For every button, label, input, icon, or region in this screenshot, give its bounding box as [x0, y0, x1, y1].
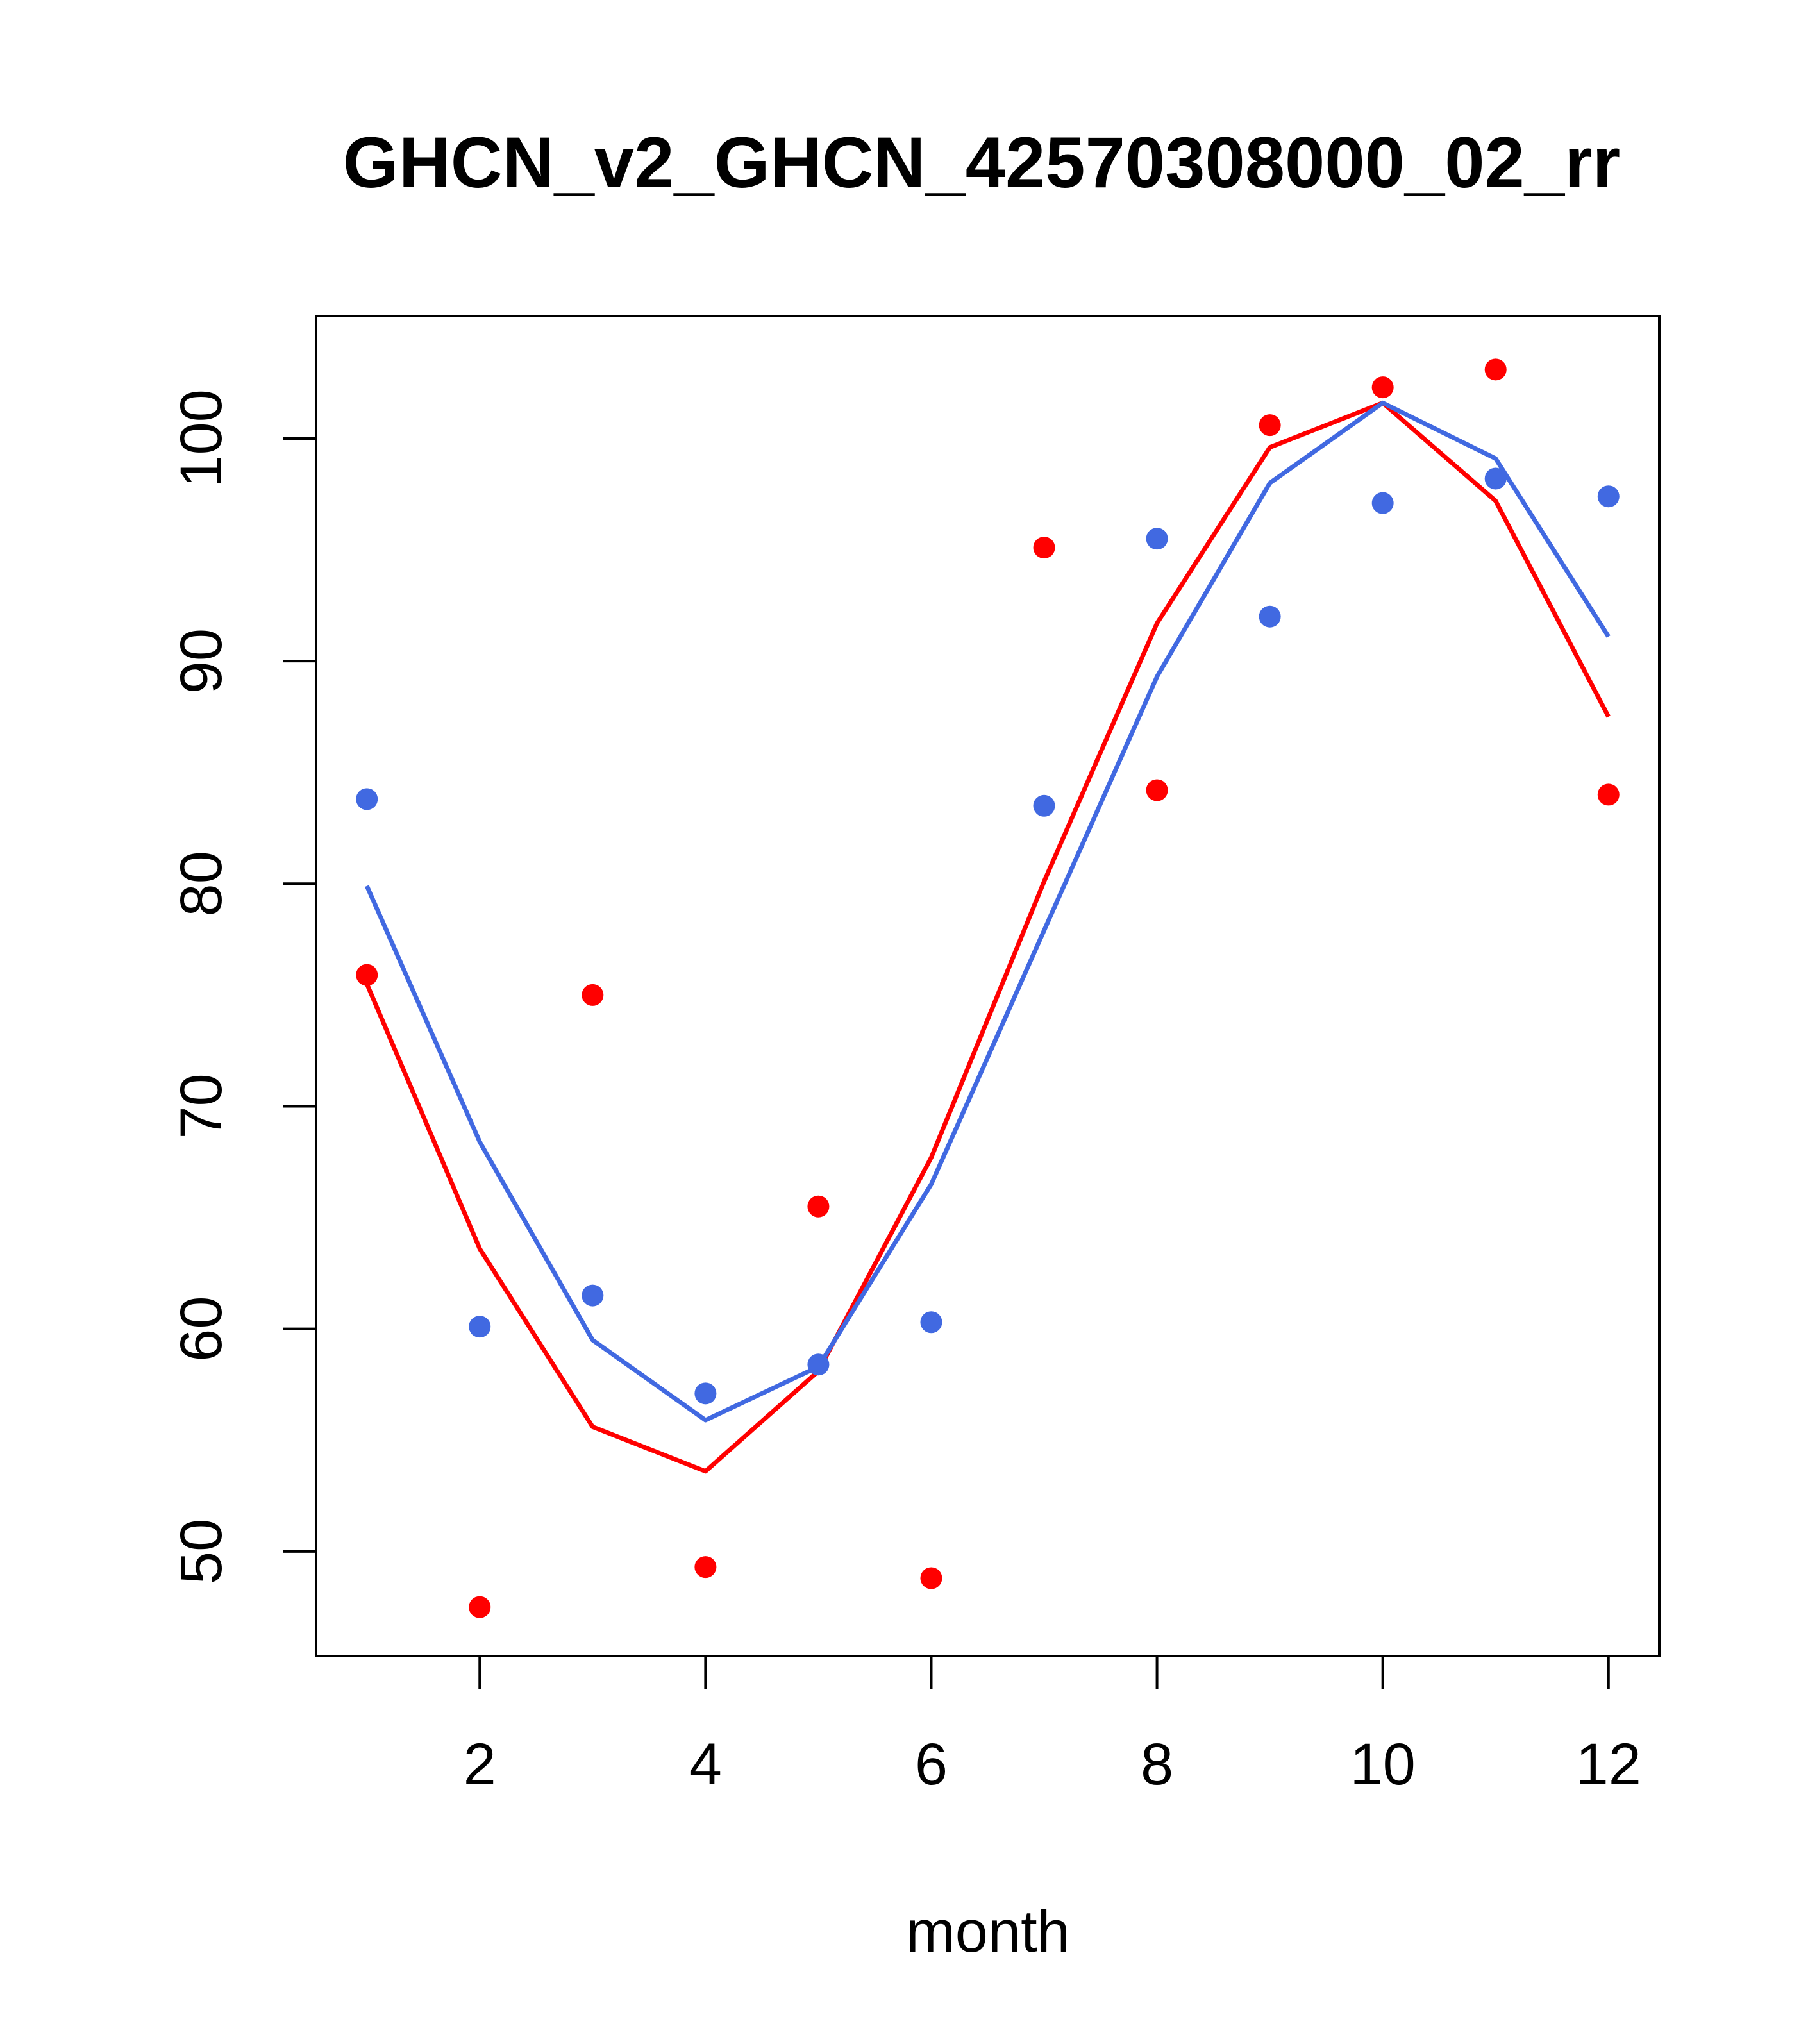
y-tick-label: 80: [169, 851, 234, 916]
series-1-point: [582, 1284, 604, 1307]
series-1-point: [694, 1382, 717, 1405]
series-0-point: [807, 1195, 830, 1218]
series-0-point: [1033, 537, 1055, 559]
series-1-point: [469, 1316, 491, 1338]
series-2-line: [364, 400, 1611, 1474]
series-1-point: [807, 1353, 830, 1376]
series-1-point: [920, 1311, 942, 1334]
series-0-point: [356, 964, 378, 986]
series-3-line: [364, 400, 1611, 1423]
series-0-point: [920, 1567, 942, 1589]
series-layer: [356, 358, 1620, 1618]
series-1-point: [1484, 467, 1507, 490]
series-0-point: [1597, 783, 1620, 806]
y-tick-label: 100: [169, 389, 234, 488]
y-tick-label: 90: [169, 628, 234, 694]
series-0-point: [1146, 779, 1168, 801]
y-axis: 50 60 70 80 90 100: [169, 389, 317, 1584]
series-1-point: [1259, 605, 1281, 628]
series-0-point: [694, 1556, 717, 1579]
series-1-point: [1033, 794, 1055, 817]
x-tick-label: 6: [915, 1732, 948, 1797]
plot-area-frame: [315, 315, 1661, 1657]
series-0-point: [469, 1596, 491, 1618]
x-tick-label: 2: [464, 1732, 496, 1797]
series-1-point: [356, 788, 378, 810]
x-axis-label: month: [906, 1899, 1070, 1964]
y-tick-label: 60: [169, 1296, 234, 1361]
y-tick-label: 70: [169, 1073, 234, 1139]
series-0-point: [1484, 358, 1507, 381]
x-tick-label: 10: [1350, 1732, 1416, 1797]
chart-title: GHCN_v2_GHCN_42570308000_02_rr: [343, 122, 1620, 203]
x-tick-label: 4: [689, 1732, 722, 1797]
series-1-point: [1597, 485, 1620, 508]
y-tick-label: 50: [169, 1519, 234, 1584]
x-axis: 2 4 6 8 10 12: [464, 1655, 1641, 1797]
series-0-point: [1259, 414, 1281, 437]
series-1-point: [1146, 528, 1168, 550]
x-tick-label: 12: [1576, 1732, 1641, 1797]
series-1-point: [1371, 492, 1394, 514]
series-0-point: [582, 984, 604, 1006]
series-0-point: [1371, 376, 1394, 399]
x-tick-label: 8: [1141, 1732, 1173, 1797]
